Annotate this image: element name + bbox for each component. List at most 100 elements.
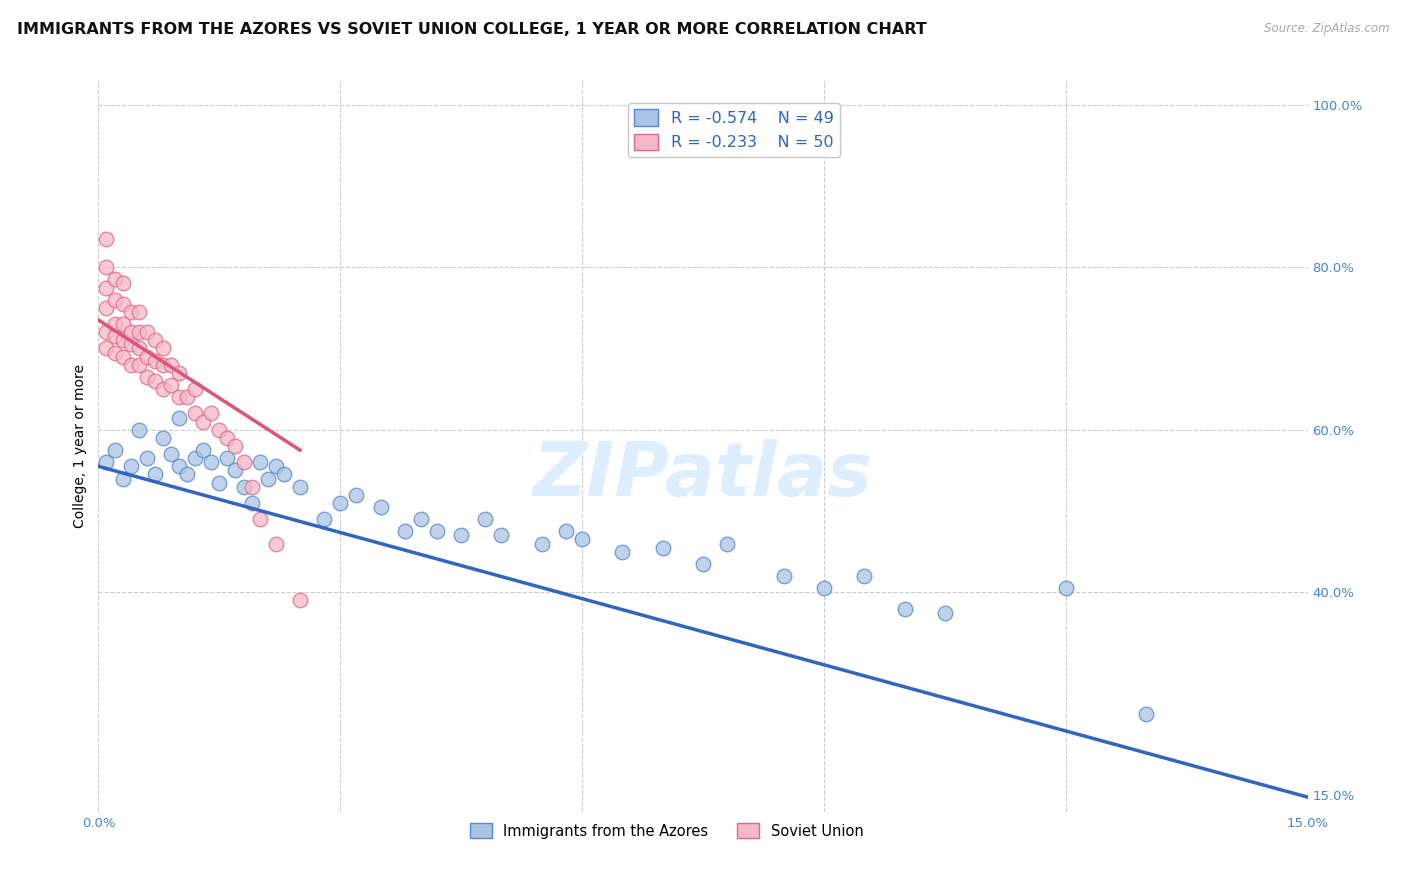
Point [240, 496, 263, 510]
Point [934, 606, 956, 620]
Point [96, 232, 118, 246]
Point [143, 374, 166, 388]
Point [893, 601, 915, 615]
Point [176, 390, 198, 404]
Point [249, 455, 271, 469]
Text: IMMIGRANTS FROM THE AZORES VS SOVIET UNION COLLEGE, 1 YEAR OR MORE CORRELATION C: IMMIGRANTS FROM THE AZORES VS SOVIET UNI… [17, 22, 927, 37]
Point [200, 455, 222, 469]
Point [208, 475, 231, 490]
Point [111, 334, 134, 348]
Point [240, 480, 263, 494]
Point [555, 524, 578, 539]
Point [224, 439, 246, 453]
Point [160, 447, 183, 461]
Point [813, 581, 835, 595]
Point [394, 524, 416, 539]
Point [103, 293, 125, 307]
Point [571, 533, 593, 547]
Point [167, 366, 190, 380]
Point [96, 280, 118, 294]
Point [200, 407, 222, 421]
Point [167, 459, 190, 474]
Point [135, 370, 157, 384]
Point [143, 353, 166, 368]
Point [530, 536, 553, 550]
Point [111, 471, 134, 485]
Point [208, 423, 231, 437]
Point [232, 480, 254, 494]
Point [167, 390, 190, 404]
Point [853, 569, 876, 583]
Point [103, 272, 125, 286]
Point [103, 329, 125, 343]
Point [772, 569, 794, 583]
Point [1054, 581, 1077, 595]
Point [96, 325, 118, 339]
Point [217, 431, 239, 445]
Point [160, 358, 183, 372]
Point [103, 345, 125, 359]
Point [128, 423, 150, 437]
Point [273, 467, 295, 482]
Point [370, 500, 392, 514]
Point [264, 459, 287, 474]
Point [128, 305, 150, 319]
Text: ZIPatlas: ZIPatlas [533, 439, 873, 512]
Point [143, 334, 166, 348]
Point [120, 305, 142, 319]
Point [288, 480, 311, 494]
Point [256, 471, 278, 485]
Point [217, 451, 239, 466]
Point [426, 524, 449, 539]
Point [111, 317, 134, 331]
Point [264, 536, 287, 550]
Point [288, 593, 311, 607]
Point [96, 301, 118, 315]
Point [329, 496, 352, 510]
Point [103, 443, 125, 458]
Point [716, 536, 738, 550]
Point [135, 325, 157, 339]
Point [135, 350, 157, 364]
Point [152, 431, 174, 445]
Point [160, 378, 183, 392]
Point [651, 541, 673, 555]
Point [193, 443, 215, 458]
Point [143, 467, 166, 482]
Point [128, 358, 150, 372]
Point [120, 337, 142, 351]
Point [120, 325, 142, 339]
Point [409, 512, 432, 526]
Point [176, 467, 198, 482]
Point [135, 451, 157, 466]
Point [167, 410, 190, 425]
Point [111, 350, 134, 364]
Point [184, 451, 207, 466]
Point [152, 382, 174, 396]
Point [692, 557, 714, 571]
Point [128, 325, 150, 339]
Point [128, 342, 150, 356]
Point [224, 463, 246, 477]
Point [450, 528, 472, 542]
Point [612, 544, 634, 558]
Point [152, 358, 174, 372]
Point [184, 382, 207, 396]
Point [111, 297, 134, 311]
Point [111, 277, 134, 291]
Point [184, 407, 207, 421]
Point [1135, 707, 1157, 722]
Point [103, 317, 125, 331]
Legend: Immigrants from the Azores, Soviet Union: Immigrants from the Azores, Soviet Union [464, 818, 870, 845]
Point [96, 455, 118, 469]
Point [232, 455, 254, 469]
Point [96, 342, 118, 356]
Point [120, 459, 142, 474]
Point [491, 528, 513, 542]
Point [120, 358, 142, 372]
Point [474, 512, 496, 526]
Point [314, 512, 336, 526]
Point [96, 260, 118, 275]
Y-axis label: College, 1 year or more: College, 1 year or more [73, 364, 87, 528]
Text: Source: ZipAtlas.com: Source: ZipAtlas.com [1264, 22, 1389, 36]
